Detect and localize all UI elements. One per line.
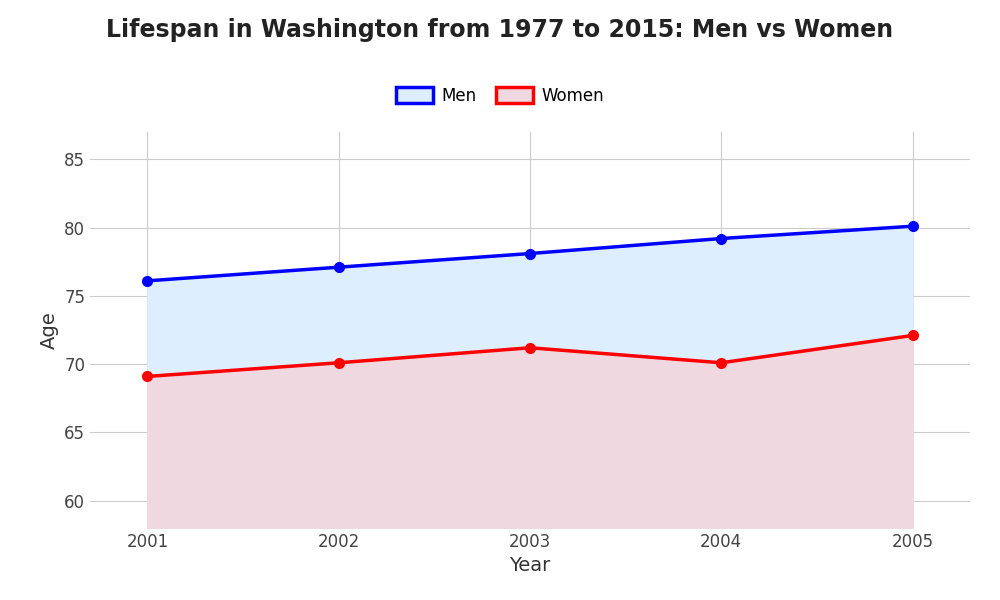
X-axis label: Year: Year [509, 556, 551, 575]
Text: Lifespan in Washington from 1977 to 2015: Men vs Women: Lifespan in Washington from 1977 to 2015… [106, 18, 894, 42]
Legend: Men, Women: Men, Women [389, 80, 611, 112]
Y-axis label: Age: Age [40, 311, 59, 349]
